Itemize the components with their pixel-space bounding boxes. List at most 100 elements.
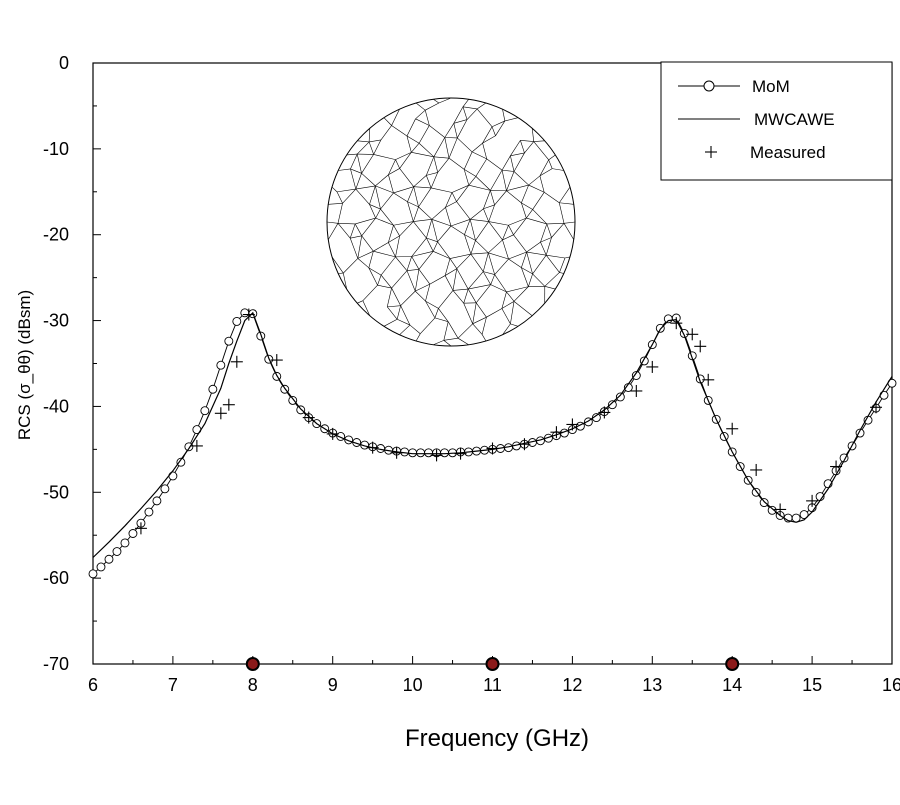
mesh-edge [470,219,489,221]
mesh-edge [419,125,429,143]
mesh-edge [444,322,448,341]
mesh-edge [332,257,343,273]
mesh-edge [489,222,503,240]
axis-marker [726,658,738,670]
mesh-edge [328,223,338,239]
mesh-edge [332,187,337,192]
mesh-edge [384,118,392,126]
x-tick-label: 16 [882,675,900,695]
x-tick-label: 6 [88,675,98,695]
mesh-edge [476,240,489,252]
mesh-edge [356,189,370,204]
mesh-edge [397,306,400,320]
mesh-edge [510,324,518,326]
mesh-edge [420,318,435,334]
mesh-edge [507,191,522,203]
mesh-edge [502,156,510,170]
mesh-edge [458,338,469,345]
mesh-edge [490,190,494,205]
mesh-edge [419,188,432,207]
mesh-edge [449,138,457,158]
mesh-edge [419,207,432,219]
mesh-edge [350,169,355,189]
mesh-edge [453,290,464,303]
data-point [113,548,121,556]
mesh-edge [529,176,540,185]
mesh-edge [407,202,413,222]
mesh-edge [375,175,388,186]
mesh-edge [433,99,439,103]
mesh-edge [369,140,381,142]
mesh-edge [416,110,426,119]
mesh-edge [430,276,445,285]
mesh-edge [559,203,564,224]
mesh-edge [502,170,514,171]
mesh-edge [395,257,406,271]
mesh-edge [350,224,355,238]
mesh-edge [546,255,559,272]
mesh-edge [425,284,429,301]
y-tick-label: -70 [43,654,69,674]
y-tick-label: -60 [43,568,69,588]
mesh-edge [473,317,487,324]
mesh-edge [524,142,533,153]
mesh-edge [528,274,532,287]
mesh-edge [471,240,476,254]
data-point [417,449,425,457]
mesh-edge [505,118,518,121]
mesh-edge [393,187,413,193]
mesh-edge [467,109,477,120]
mesh-edge [450,254,471,259]
mesh-edge [414,175,427,186]
mesh-edge [544,192,559,202]
mesh-edge [350,236,362,238]
series-mwcawe [93,313,892,558]
mesh-edge [457,202,471,220]
mesh-edge [464,219,470,234]
series-layer [89,309,896,578]
y-axis-title: RCS (σ_θθ) (dBsm) [15,290,34,440]
data-point [616,393,624,401]
mesh-edge [540,224,546,242]
mesh-edge [510,156,514,172]
x-tick-label: 12 [562,675,582,695]
data-point [664,315,672,323]
mesh-edge [509,252,527,259]
mesh-edge [453,269,457,291]
mesh-edge [407,271,415,291]
mesh-edge [471,253,488,254]
mesh-edge [532,128,534,141]
mesh-edge [415,284,430,291]
mesh-edge [472,152,487,159]
mesh-edge [337,192,342,203]
mesh-edge [514,153,524,172]
y-tick-label: -40 [43,396,69,416]
mesh-edge [343,189,356,203]
x-tick-label: 13 [642,675,662,695]
mesh-edge [350,154,357,169]
mesh-edge [450,259,457,269]
data-point [161,485,169,493]
mesh-edge [445,276,453,291]
mesh-edge [546,255,565,258]
mesh-edge [476,176,490,190]
mesh-edge [482,334,486,341]
mesh-edge [473,324,482,335]
mesh-edge [410,325,420,334]
mesh-edge [414,187,419,207]
data-point [209,385,217,393]
mesh-edge [491,275,495,285]
mesh-edge [395,236,399,257]
mesh-edge [533,255,547,274]
mesh-edge [533,192,545,209]
mesh-edge [473,303,477,324]
mesh-edge [396,160,400,169]
x-tick-label: 9 [328,675,338,695]
data-point [145,508,153,516]
mesh-edge [559,258,565,272]
x-tick-label: 15 [802,675,822,695]
x-tick-label: 14 [722,675,742,695]
mesh-edge [507,185,529,191]
mesh-edge [362,236,374,251]
mesh-edge [375,186,393,193]
